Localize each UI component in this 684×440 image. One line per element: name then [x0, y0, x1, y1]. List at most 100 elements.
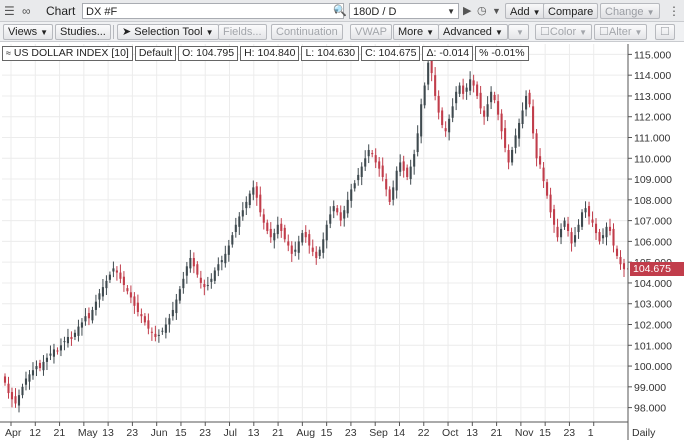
alter-button[interactable]: ☐Alter ▼ — [594, 24, 648, 40]
candle-body — [416, 133, 419, 153]
x-tick-label: 21 — [491, 427, 503, 439]
candle-body — [612, 228, 615, 246]
candle-body — [220, 260, 223, 263]
candle-body — [297, 241, 300, 253]
series-info-bar: ≈ US DOLLAR INDEX [10] Default O: 104.79… — [2, 46, 531, 61]
x-tick-label: 23 — [126, 427, 138, 439]
advanced-button[interactable]: Advanced ▼ — [438, 24, 508, 40]
vwap-button[interactable]: VWAP — [350, 24, 392, 40]
candle-body — [388, 189, 391, 202]
candle-body — [105, 280, 108, 289]
candle-body — [168, 318, 171, 325]
overflow-button[interactable]: ☐ — [655, 24, 675, 40]
candle-body — [444, 128, 447, 132]
candle-body — [140, 314, 143, 317]
candle-body — [507, 149, 510, 163]
candle-body — [80, 322, 83, 328]
candle-body — [622, 263, 626, 269]
candle-body — [413, 154, 416, 167]
color-button[interactable]: ☐Color ▼ — [535, 24, 593, 40]
candle-body — [280, 223, 283, 231]
x-tick-label: 1 — [588, 427, 594, 439]
selection-tool-button[interactable]: ➤ Selection Tool ▼ — [117, 24, 219, 40]
candle-body — [392, 187, 395, 200]
candle-body — [325, 224, 328, 241]
candle-body — [21, 386, 24, 396]
candle-body — [479, 92, 482, 109]
add-button[interactable]: Add ▼ — [505, 3, 546, 19]
candle-body — [28, 374, 31, 382]
candle-body — [535, 133, 538, 159]
chart-toolbar: Views ▼ Studies... ➤ Selection Tool ▼ Fiel… — [0, 22, 684, 42]
candle-body — [357, 174, 360, 181]
candle-body — [24, 378, 28, 385]
menu-icon[interactable]: ☰ — [4, 4, 15, 18]
candle-body — [441, 110, 444, 126]
symbol-input[interactable]: DX #F ▼ — [82, 3, 344, 19]
studies-button[interactable]: Studies... — [55, 24, 111, 40]
candle-body — [315, 251, 318, 259]
candle-body — [339, 212, 342, 221]
candle-body — [182, 278, 185, 289]
candle-body — [430, 59, 433, 74]
candle-body — [224, 253, 227, 264]
candle-body — [171, 309, 174, 317]
search-icon[interactable]: 🔍 — [333, 5, 347, 17]
candle-body — [566, 223, 570, 231]
candle-body — [161, 330, 164, 332]
chevron-down-icon[interactable]: ▼ — [332, 7, 340, 16]
candle-body — [84, 316, 87, 322]
candle-body — [577, 224, 580, 233]
change-value: Δ: -0.014 — [422, 46, 474, 61]
candle-body — [7, 383, 10, 394]
candle-body — [371, 153, 374, 155]
candle-body — [336, 208, 339, 213]
play-icon[interactable]: ▶ — [463, 5, 472, 17]
more-vertical-icon[interactable]: ⋮ — [668, 4, 680, 18]
views-button[interactable]: Views ▼ — [3, 24, 54, 40]
toolbar-divider — [113, 25, 114, 39]
candle-body — [157, 334, 160, 336]
continuation-button[interactable]: Continuation — [271, 24, 343, 40]
candle-body — [406, 167, 409, 177]
candle-body — [605, 226, 608, 238]
candle-body — [17, 395, 21, 406]
candle-body — [10, 392, 14, 400]
x-tick-label: 23 — [563, 427, 575, 439]
x-tick-label: 13 — [466, 427, 478, 439]
candle-body — [556, 226, 559, 238]
style-label[interactable]: Default — [134, 46, 177, 61]
fields-button[interactable]: Fields... — [218, 24, 267, 40]
change-button[interactable]: Change ▼ — [600, 3, 660, 19]
close-value: C: 104.675 — [361, 46, 421, 61]
candle-body — [203, 283, 206, 288]
candle-body — [101, 287, 104, 297]
candle-body — [549, 194, 552, 213]
candle-body — [42, 361, 45, 371]
compare-button[interactable]: Compare — [543, 3, 599, 19]
link-icon[interactable]: ∞ — [22, 4, 31, 18]
chevron-down-icon[interactable]: ▼ — [492, 6, 501, 16]
candle-body — [147, 320, 150, 329]
period-select[interactable]: 180D / D ▼ — [349, 3, 459, 19]
y-tick-label: 98.000 — [634, 403, 666, 415]
open-value: O: 104.795 — [178, 46, 239, 61]
clock-icon[interactable]: ◷ — [477, 5, 487, 17]
x-tick-label: Apr — [5, 427, 22, 439]
candle-body — [584, 208, 587, 213]
y-tick-label: 102.000 — [634, 320, 672, 332]
candle-body — [294, 249, 297, 252]
series-name[interactable]: ≈ US DOLLAR INDEX [10] — [2, 46, 133, 61]
candle-body — [248, 193, 251, 206]
candle-body — [94, 301, 97, 310]
more-button[interactable]: More ▼ — [393, 24, 439, 40]
candle-body — [378, 161, 381, 169]
candle-body — [608, 226, 612, 231]
candle-body — [434, 75, 437, 96]
candle-body — [304, 232, 307, 238]
candle-body — [38, 362, 42, 369]
x-tick-label: May — [78, 427, 99, 439]
blank-dropdown[interactable]: ▼ — [508, 24, 529, 40]
chevron-down-icon[interactable]: ▼ — [447, 7, 455, 16]
